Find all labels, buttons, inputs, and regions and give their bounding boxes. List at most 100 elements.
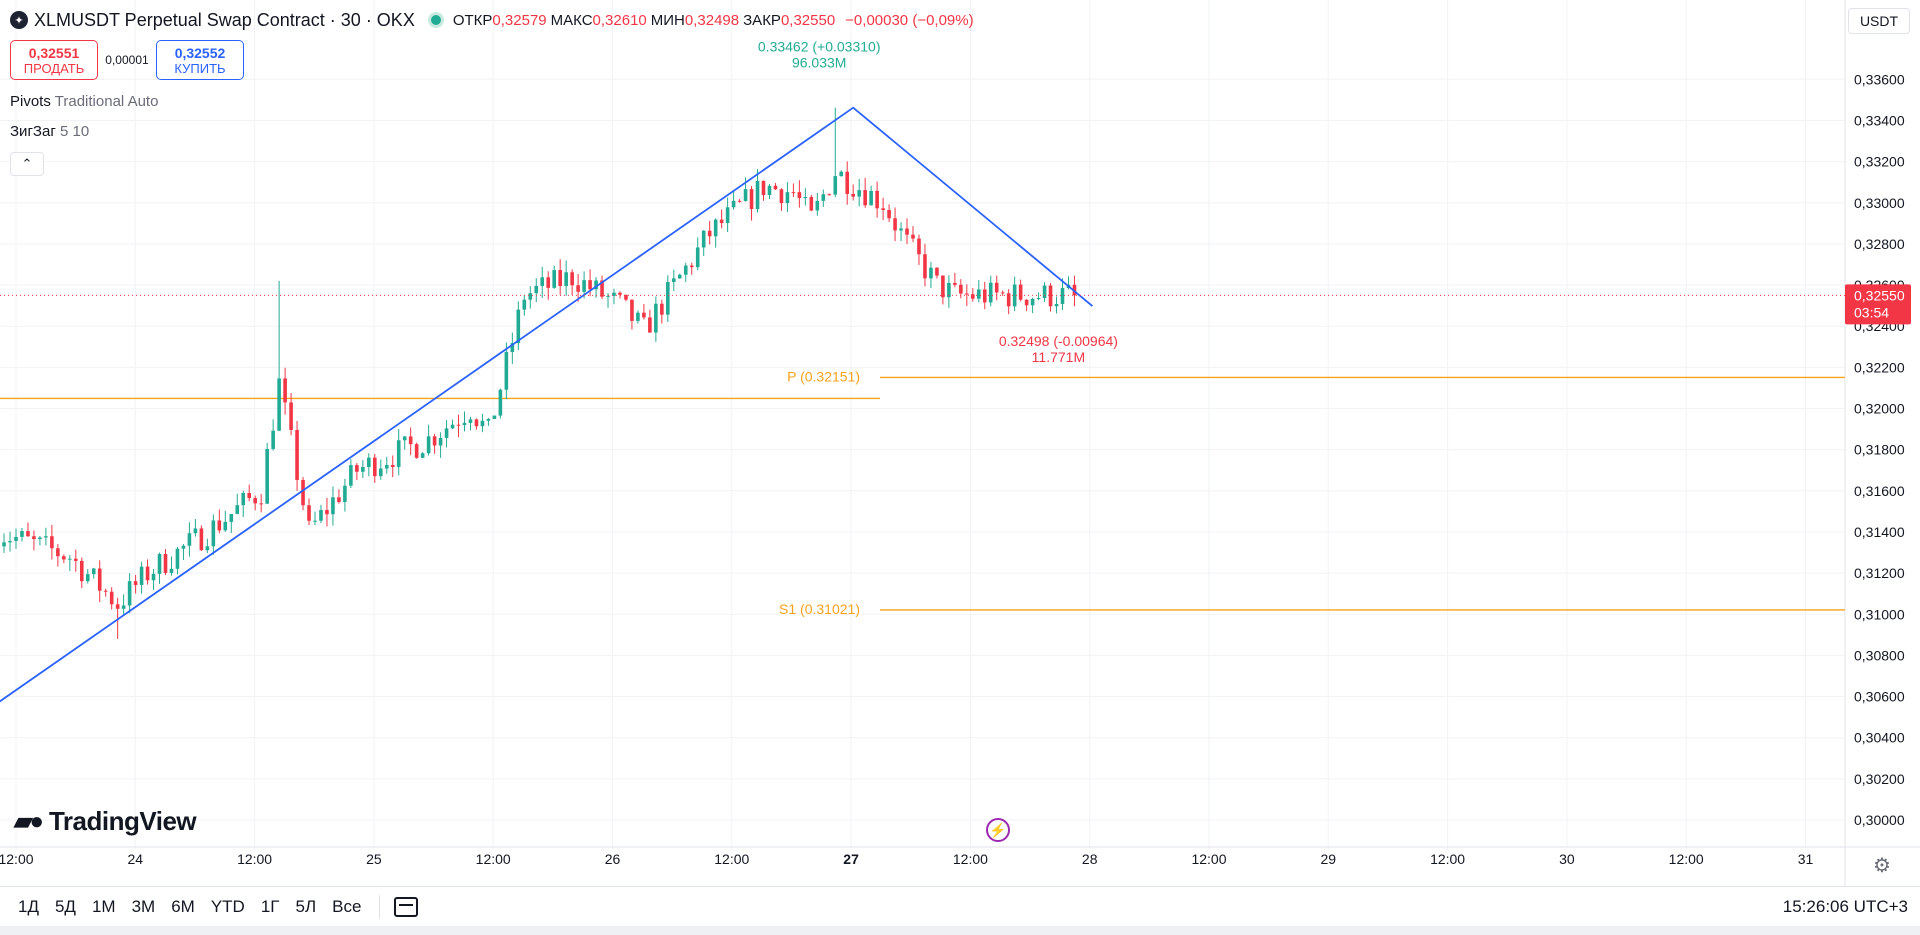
candle-body (133, 581, 138, 585)
candle-body (462, 422, 467, 426)
candle-body (313, 520, 317, 522)
range-button[interactable]: 3М (131, 897, 156, 916)
symbol-legend: ✦ XLMUSDT Perpetual Swap Contract · 30 ·… (10, 8, 974, 32)
currency-selector[interactable]: USDT (1848, 8, 1910, 34)
chevron-up-icon: ⌃ (21, 156, 33, 171)
buy-button[interactable]: 0,32552 КУПИТЬ (156, 40, 244, 80)
candle-body (438, 437, 443, 446)
candle-body (683, 265, 688, 275)
candle-body (163, 553, 168, 573)
candle-body (911, 234, 915, 239)
candle-body (151, 573, 156, 581)
candle-body (295, 429, 299, 480)
candle-body (737, 200, 742, 202)
candle-body (32, 536, 36, 539)
chart-grid (0, 0, 1920, 886)
candle-body (468, 419, 473, 423)
tradingview-mark-icon: ▰● (14, 808, 44, 835)
x-tick-label: 29 (1321, 851, 1337, 867)
x-tick-label: 12:00 (714, 851, 749, 867)
low-label: МИН (650, 11, 685, 29)
buy-label: КУПИТЬ (174, 60, 226, 76)
candle-body (941, 275, 945, 298)
x-tick-label: 12:00 (953, 851, 988, 867)
candle-body (947, 282, 951, 298)
calendar-icon[interactable] (394, 897, 419, 917)
candle-body (935, 267, 939, 276)
y-tick-label: 0,31800 (1854, 442, 1905, 458)
candle-body (558, 270, 562, 286)
range-button[interactable]: 6М (171, 897, 195, 916)
collapse-legend-button[interactable]: ⌃ (10, 152, 44, 176)
candle-body (193, 528, 198, 534)
candle-body (301, 479, 305, 506)
sell-button[interactable]: 0,32551 ПРОДАТЬ (10, 40, 98, 80)
candle-body (570, 272, 574, 286)
candle-body (396, 440, 401, 468)
range-button[interactable]: YTD (210, 897, 245, 916)
candle-body (905, 228, 909, 235)
candle-body (109, 591, 114, 605)
candle-body (277, 378, 281, 431)
candle-body (689, 265, 694, 268)
bottom-strip (0, 926, 1920, 935)
candle-body (528, 293, 533, 300)
range-button[interactable]: 5Л (295, 897, 317, 916)
zigzag-indicator-legend[interactable]: ЗигЗаг 5 10 (10, 123, 89, 140)
candle-body (582, 280, 586, 292)
stellar-logo-icon: ✦ (10, 11, 28, 29)
candle-body (965, 293, 969, 295)
candle-body (642, 312, 646, 318)
candle-body (199, 528, 204, 551)
candle-body (20, 531, 24, 537)
close-label: ЗАКР (743, 11, 781, 29)
candle-body (600, 280, 604, 297)
candle-body (139, 566, 144, 585)
y-tick-label: 0,31000 (1854, 606, 1905, 622)
candle-body (1012, 284, 1017, 307)
candle-body (259, 503, 263, 505)
candlestick-series (2, 107, 1077, 639)
pivots-indicator-legend[interactable]: Pivots Traditional Auto (10, 93, 158, 110)
range-button[interactable]: Все (332, 897, 362, 916)
open-value: 0,32579 (492, 11, 547, 29)
candle-body (486, 418, 491, 421)
range-button[interactable]: 5Д (54, 897, 76, 916)
candle-body (612, 292, 616, 296)
high-value: 0,32610 (592, 11, 647, 29)
candle-body (648, 317, 652, 333)
candle-body (1054, 303, 1059, 307)
candle-body (988, 282, 993, 303)
candle-body (660, 303, 664, 315)
zigzag-pivot-label: 0.32498 (-0.00964) (999, 333, 1118, 349)
range-button[interactable]: 1Г (260, 897, 280, 916)
range-button[interactable]: 1М (91, 897, 116, 916)
zigzag-args: 5 10 (59, 123, 90, 140)
candle-body (450, 424, 455, 429)
candle-body (97, 568, 102, 591)
candle-body (618, 292, 622, 295)
clock-time[interactable]: 15:26:06 UTC+3 (1782, 897, 1908, 916)
candle-body (85, 574, 90, 582)
y-tick-label: 0,31400 (1854, 524, 1905, 540)
bottom-toolbar: 1Д 5Д 1М 3М 6М YTD 1Г 5Л Все 15:26:06 UT… (0, 886, 1920, 927)
x-tick-label: 30 (1559, 851, 1575, 867)
range-button[interactable]: 1Д (18, 897, 39, 916)
x-tick-label: 12:00 (0, 851, 34, 867)
tradingview-logo[interactable]: ▰● TradingView (14, 806, 197, 837)
candle-body (337, 497, 341, 503)
symbol-title[interactable]: XLMUSDT Perpetual Swap Contract · 30 · O… (34, 9, 415, 30)
candle-body (881, 208, 885, 210)
candle-body (588, 280, 592, 290)
lightning-event-icon[interactable]: ⚡ (986, 818, 1010, 842)
candle-body (857, 190, 861, 197)
candle-body (552, 270, 556, 288)
gear-icon[interactable]: ⚙ (1873, 855, 1891, 877)
candle-body (929, 267, 933, 279)
x-tick-label: 12:00 (1191, 851, 1226, 867)
zigzag-indicator: 0.33462 (+0.03310)96.033M 0.32498 (-0.009… (0, 39, 1118, 703)
candle-body (851, 193, 855, 197)
candle-body (181, 545, 186, 549)
x-tick-label: 12:00 (237, 851, 272, 867)
